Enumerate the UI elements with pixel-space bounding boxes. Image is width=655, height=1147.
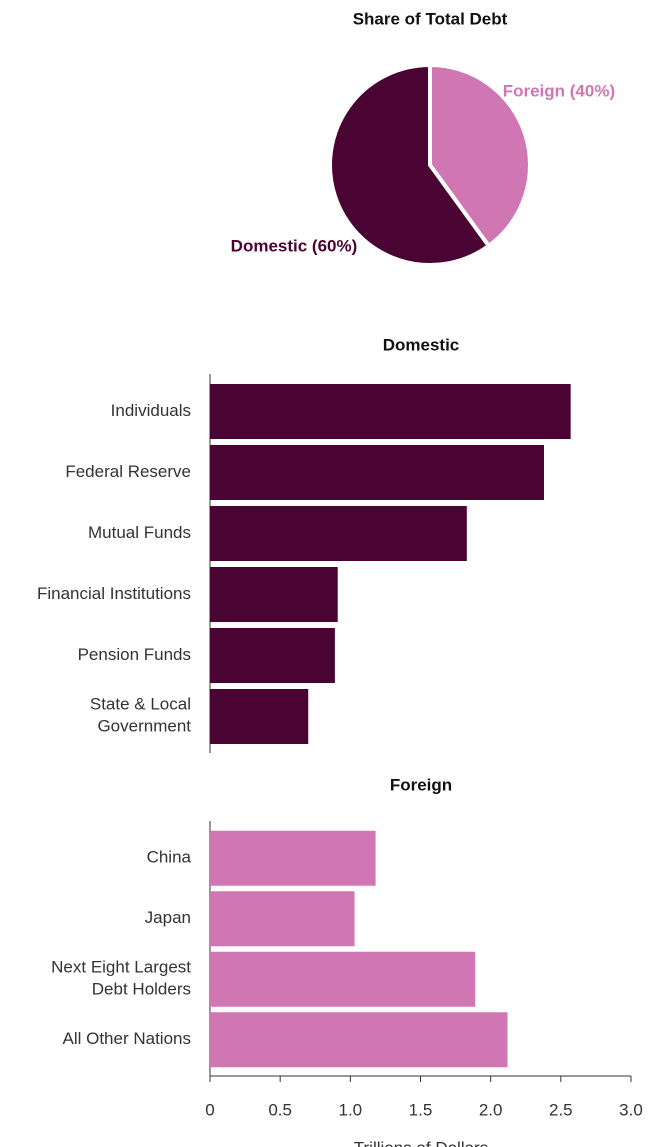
x-tick-label: 0.5 xyxy=(268,1100,292,1119)
bar xyxy=(210,951,476,1007)
y-tick-label: Next Eight Largest Debt Holders xyxy=(51,958,191,999)
y-tick-label: Financial Institutions xyxy=(37,584,191,603)
x-axis-label: Trillions of Dollars xyxy=(354,1138,488,1147)
slice-label: Foreign (40%) xyxy=(503,81,615,100)
y-tick-label: All Other Nations xyxy=(63,1029,192,1048)
y-tick-label: China xyxy=(147,848,192,867)
bar xyxy=(210,506,467,561)
bar xyxy=(210,689,309,744)
bar xyxy=(210,628,335,683)
x-tick-label: 1.0 xyxy=(339,1100,363,1119)
x-tick-label: 0 xyxy=(205,1100,214,1119)
y-tick-label: Mutual Funds xyxy=(88,523,191,542)
bar xyxy=(210,445,544,500)
y-tick-label: State & Local Government xyxy=(90,695,191,736)
bar xyxy=(210,384,571,439)
x-tick-label: 2.5 xyxy=(549,1100,573,1119)
bar xyxy=(210,567,338,622)
bar xyxy=(210,891,355,947)
bar xyxy=(210,830,376,886)
y-tick-label: Japan xyxy=(145,908,191,927)
y-tick-label: Individuals xyxy=(111,401,191,420)
y-tick-label: Pension Funds xyxy=(78,645,191,664)
bar xyxy=(210,1012,508,1068)
y-tick-label: Federal Reserve xyxy=(65,462,191,481)
chart-title: Share of Total Debt xyxy=(353,9,508,28)
x-tick-label: 3.0 xyxy=(619,1100,643,1119)
pie-slice xyxy=(428,62,532,249)
chart-title: Domestic xyxy=(383,335,460,354)
x-tick-label: 2.0 xyxy=(479,1100,503,1119)
chart-title: Foreign xyxy=(390,775,452,794)
pie-slice xyxy=(328,62,492,267)
slice-label: Domestic (60%) xyxy=(231,236,358,255)
x-tick-label: 1.5 xyxy=(409,1100,433,1119)
